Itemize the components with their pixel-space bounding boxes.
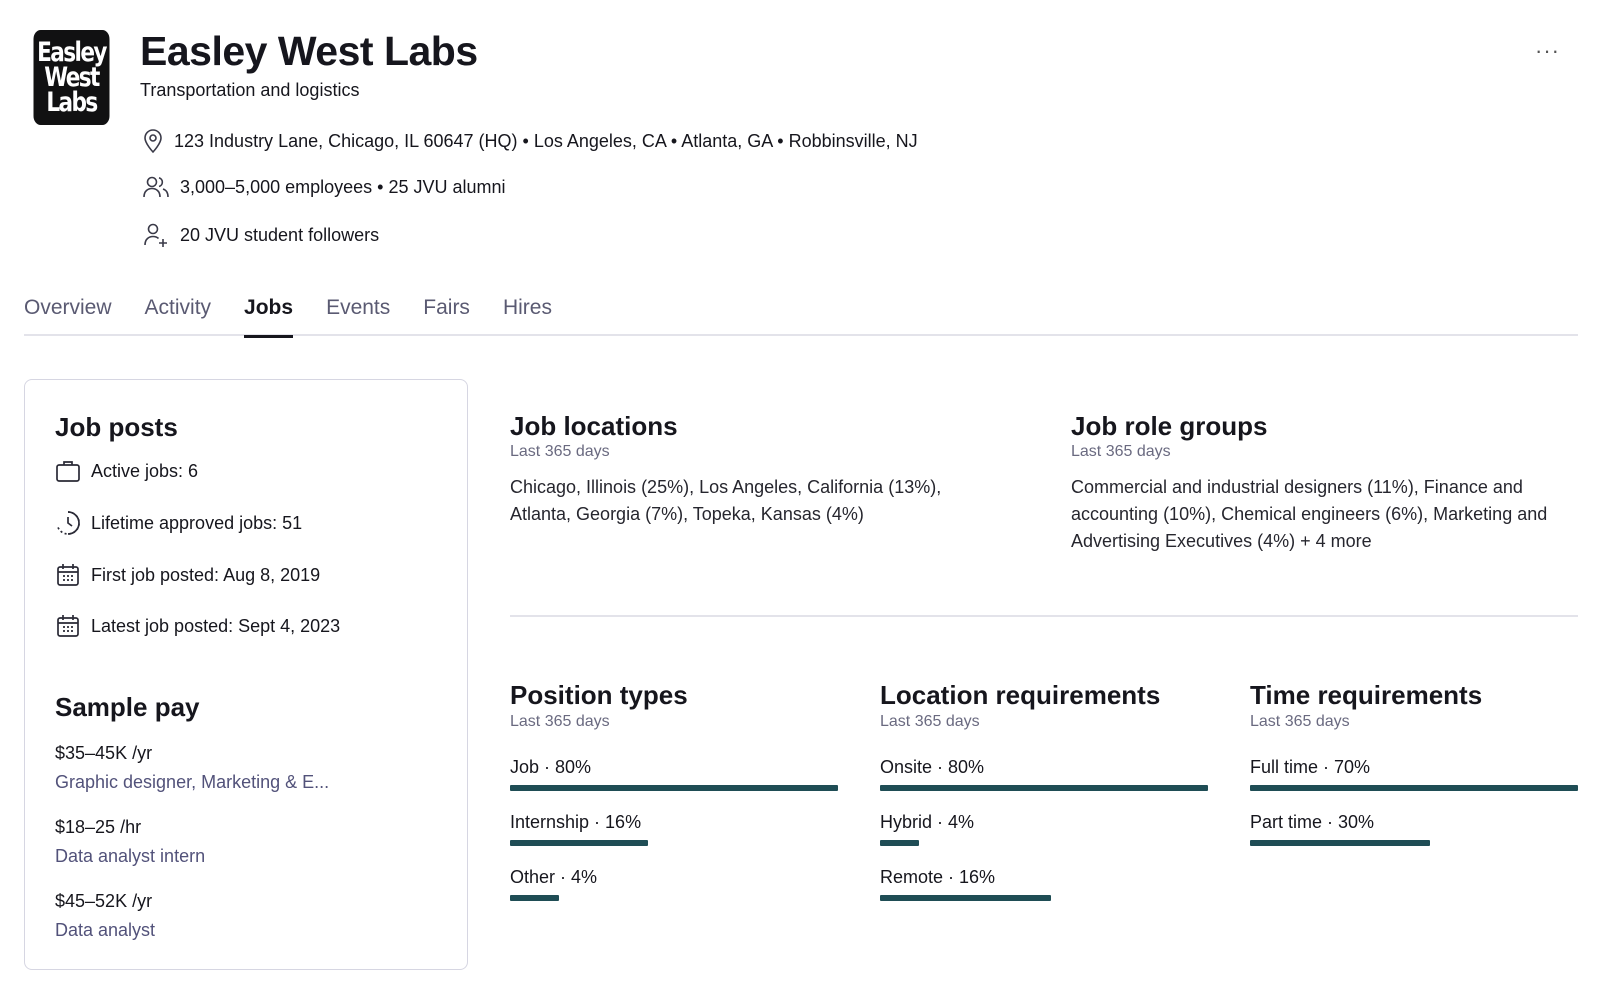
job-locations-title: Job locations [510, 411, 678, 441]
position-type-bar [510, 895, 838, 901]
job-role-groups-title: Job role groups [1071, 411, 1268, 441]
tab-fairs[interactable]: Fairs [423, 296, 470, 319]
logo-line: Labs [46, 87, 98, 118]
job-role-groups-period: Last 365 days [1071, 443, 1171, 460]
location-requirement-bar [880, 785, 1208, 791]
position-types-period: Last 365 days [510, 713, 610, 730]
job-posts-card: Job posts Active jobs: 6 Lifetime approv… [24, 379, 468, 970]
lifetime-jobs-text: Lifetime approved jobs: 51 [91, 512, 303, 533]
active-jobs: Active jobs: 6 [55, 459, 198, 483]
briefcase-icon [56, 461, 80, 482]
section-divider [510, 615, 1578, 617]
location-requirements-title: Location requirements [880, 680, 1161, 710]
time-requirement-bar [1250, 785, 1578, 791]
logo-line: West [44, 62, 100, 93]
sample-pay-title: Sample pay [55, 692, 200, 722]
logo-line: Easley [37, 37, 107, 68]
locations-text: 123 Industry Lane, Chicago, IL 60647 (HQ… [174, 130, 918, 151]
location-requirement-label: Remote · 16% [880, 867, 996, 887]
latest-job-posted: Latest job posted: Sept 4, 2023 [55, 613, 340, 639]
position-types-title: Position types [510, 680, 688, 710]
history-clock-icon [56, 511, 80, 535]
location-requirement-bar [880, 895, 1208, 901]
time-requirement-label: Part time · 30% [1250, 812, 1375, 832]
first-job-posted: First job posted: Aug 8, 2019 [55, 562, 320, 588]
time-requirements-period: Last 365 days [1250, 713, 1350, 730]
time-requirement-bar [1250, 840, 1578, 846]
bar-fill [510, 895, 560, 901]
position-type-bar [510, 785, 838, 791]
job-locations-text: Chicago, Illinois (25%), Los Angeles, Ca… [510, 477, 942, 524]
company-name: Easley West Labs [140, 28, 478, 74]
company-followers: 20 JVU student followers [142, 222, 379, 248]
pay-role: Data analyst intern [55, 846, 206, 866]
tab-overview[interactable]: Overview [24, 296, 112, 319]
job-role-groups-text: Commercial and industrial designers (11%… [1071, 477, 1548, 551]
location-requirement-label: Hybrid · 4% [880, 812, 975, 832]
location-requirements-period: Last 365 days [880, 713, 980, 730]
pay-amount: $18–25 /hr [55, 817, 142, 837]
job-locations-period: Last 365 days [510, 443, 610, 460]
first-job-text: First job posted: Aug 8, 2019 [91, 564, 321, 585]
pay-amount: $45–52K /yr [55, 891, 153, 911]
calendar-icon [57, 615, 79, 637]
calendar-icon [57, 564, 79, 586]
company-industry: Transportation and logistics [140, 80, 360, 100]
tab-hires[interactable]: Hires [502, 296, 552, 319]
latest-job-text: Latest job posted: Sept 4, 2023 [91, 615, 341, 636]
position-type-bar [510, 840, 838, 846]
bar-fill [1250, 840, 1431, 846]
position-type-label: Internship · 16% [510, 812, 642, 832]
bar-fill [880, 785, 1208, 791]
pay-item: $18–25 /hr Data analyst intern [55, 817, 205, 867]
pay-item: $45–52K /yr Data analyst [55, 891, 155, 941]
employees-text: 3,000–5,000 employees • 25 JVU alumni [180, 176, 506, 197]
position-type-label: Job · 80% [510, 757, 592, 777]
tab-events[interactable]: Events [326, 296, 391, 319]
time-requirements-title: Time requirements [1250, 680, 1483, 710]
tab-bar: Overview Activity Jobs Events Fairs Hire… [24, 296, 1578, 338]
company-size: 3,000–5,000 employees • 25 JVU alumni [142, 175, 506, 199]
pay-role: Graphic designer, Marketing & E... [55, 772, 330, 792]
pay-item: $35–45K /yr Graphic designer, Marketing … [55, 743, 329, 793]
bar-fill [880, 840, 920, 846]
bar-fill [510, 785, 838, 791]
position-type-label: Other · 4% [510, 867, 598, 887]
bar-fill [1250, 785, 1578, 791]
bar-fill [880, 895, 1051, 901]
pay-amount: $35–45K /yr [55, 743, 153, 763]
location-requirement-bar [880, 840, 1208, 846]
lifetime-jobs: Lifetime approved jobs: 51 [55, 510, 302, 536]
more-options-button[interactable]: ··· [1535, 38, 1560, 63]
active-jobs-text: Active jobs: 6 [91, 460, 199, 481]
people-icon [143, 176, 169, 198]
followers-text: 20 JVU student followers [180, 224, 380, 245]
location-pin-icon [144, 129, 162, 154]
tab-jobs[interactable]: Jobs [244, 296, 294, 338]
tab-activity[interactable]: Activity [144, 296, 212, 319]
job-posts-title: Job posts [55, 412, 178, 442]
time-requirement-label: Full time · 70% [1250, 757, 1371, 777]
person-add-icon [144, 223, 167, 247]
company-logo: Easley West Labs [33, 30, 110, 125]
company-locations: 123 Industry Lane, Chicago, IL 60647 (HQ… [142, 128, 918, 154]
location-requirement-label: Onsite · 80% [880, 757, 985, 777]
pay-role: Data analyst [55, 920, 156, 940]
bar-fill [510, 840, 648, 846]
